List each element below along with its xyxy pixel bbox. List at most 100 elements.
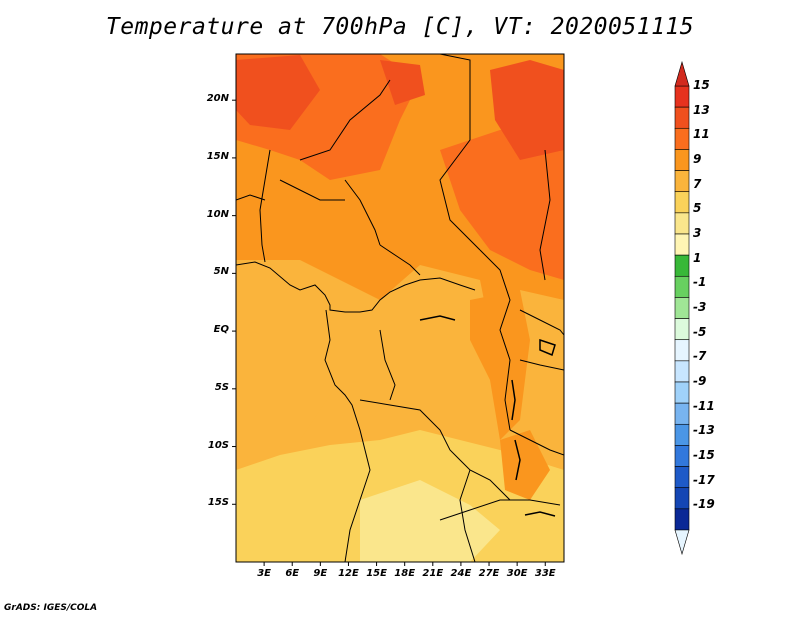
colorbar-swatch-11: [674, 318, 690, 341]
lat-label-15s: 15S: [207, 497, 229, 509]
border-benin: [236, 194, 266, 201]
colorbar-swatch-8: [674, 254, 690, 277]
hot-spot-15-east: [490, 60, 564, 160]
map-frame: [235, 53, 565, 563]
lat-label-10s: 10S: [207, 439, 229, 451]
border-west-africa: [236, 261, 476, 313]
east-zone-13: [440, 120, 564, 280]
colorbar-swatch-18: [674, 466, 690, 489]
colorbar-label-13: -11: [693, 398, 715, 413]
border-nigeria-west: [259, 149, 271, 263]
lake-victoria: [539, 338, 556, 357]
border-sudan: [439, 54, 481, 251]
colorbar-label-17: -19: [693, 497, 715, 512]
colorbar-label-5: 5: [693, 201, 702, 216]
colorbar-swatch-15: [674, 402, 690, 425]
border-drc-east: [479, 249, 511, 431]
lon-label-18e: 18E: [394, 568, 416, 579]
map-field: [236, 54, 564, 562]
colorbar-top-arrow: [674, 60, 690, 87]
lon-label-9e: 9E: [313, 568, 328, 579]
colorbar-swatch-0: [674, 85, 690, 108]
border-ethiopia: [539, 149, 551, 281]
lakes: [419, 315, 556, 517]
colorbar-label-8: -1: [693, 275, 707, 290]
colorbar-swatch-6: [674, 212, 690, 235]
lon-label-3e: 3E: [257, 568, 271, 579]
colorbar-label-14: -13: [693, 423, 715, 438]
colorbar-swatch-1: [674, 106, 690, 129]
footer-credit: GrADS: IGES/COLA: [4, 603, 98, 613]
lat-label-10n: 10N: [206, 208, 229, 220]
coastline-west: [324, 309, 371, 562]
border-congo: [379, 329, 396, 401]
colorbar-label-1: 13: [693, 102, 710, 117]
lon-label-6e: 6E: [285, 568, 300, 579]
lon-label-30e: 30E: [506, 568, 528, 579]
hot-spot-15-north: [380, 60, 425, 105]
colorbar-label-4: 7: [693, 176, 702, 191]
colorbar-swatch-10: [674, 297, 690, 319]
colorbar-swatch-14: [674, 381, 690, 404]
border-car: [379, 244, 421, 276]
colorbar-swatch-17: [674, 445, 690, 467]
lake-kariba: [524, 511, 556, 517]
colorbar-swatch-13: [674, 360, 690, 383]
border-tanzania: [519, 359, 564, 371]
lake-segment: [419, 315, 456, 321]
border-botswana: [439, 499, 561, 521]
lon-tick-marks: [263, 562, 546, 566]
lon-label-12e: 12E: [338, 568, 359, 579]
colorbar-swatch-7: [674, 233, 690, 256]
lon-label-33e: 33E: [534, 568, 556, 579]
colorbar-bottom-arrow: [674, 529, 690, 556]
lat-tick-marks: [232, 99, 236, 505]
lon-label-24e: 24E: [450, 568, 472, 579]
colorbar-label-9: -3: [693, 300, 707, 314]
lake-tanganyika: [511, 379, 516, 421]
colorbar-label-16: -17: [693, 472, 715, 487]
country-borders: [236, 54, 564, 562]
ocean-zone-9: [236, 300, 340, 460]
border-mozambique: [509, 429, 564, 456]
colorbar-label-7: 1: [693, 250, 702, 265]
colorbar-swatch-9: [674, 275, 690, 298]
colorbar-swatch-16: [674, 423, 690, 446]
colorbar-label-0: 15: [693, 78, 710, 92]
colorbar-label-12: -9: [693, 374, 707, 388]
hot-spot-15-west: [236, 55, 320, 130]
lat-label-15n: 15N: [206, 150, 229, 162]
south-east-zone-11: [500, 430, 550, 500]
chart-title: Temperature at 700hPa [C], VT: 202005111…: [105, 14, 695, 40]
colorbar-swatch-4: [674, 170, 690, 193]
zone-5: [360, 480, 500, 562]
border-cameroon: [344, 179, 381, 246]
colorbar-swatch-20: [674, 508, 690, 531]
lat-label-eq: EQ: [213, 324, 229, 336]
colorbar-swatch-12: [674, 339, 690, 362]
border-angola: [359, 399, 511, 501]
border-zambia: [459, 469, 476, 562]
colorbar-swatch-3: [674, 149, 690, 171]
colorbar-swatch-5: [674, 191, 690, 214]
lat-label-5n: 5N: [213, 266, 229, 278]
border-nigeria-north: [279, 179, 345, 201]
lat-label-20n: 20N: [206, 93, 229, 105]
colorbar-label-10: -5: [693, 324, 707, 339]
border-niger: [299, 79, 391, 161]
colorbar-label-3: 9: [693, 152, 702, 166]
colorbar-swatch-2: [674, 127, 690, 150]
colorbar: [674, 60, 690, 556]
lon-label-15e: 15E: [366, 568, 387, 579]
colorbar-label-6: 3: [693, 226, 702, 240]
colorbar-label-11: -7: [693, 349, 707, 364]
colorbar-label-15: -15: [693, 448, 715, 462]
lat-label-5s: 5S: [214, 381, 229, 393]
border-kenya: [519, 309, 564, 336]
colorbar-label-2: 11: [693, 127, 710, 142]
lon-label-27e: 27E: [478, 568, 500, 579]
lon-label-21e: 21E: [422, 568, 444, 579]
lake-malawi: [514, 439, 521, 481]
colorbar-swatch-19: [674, 487, 690, 510]
